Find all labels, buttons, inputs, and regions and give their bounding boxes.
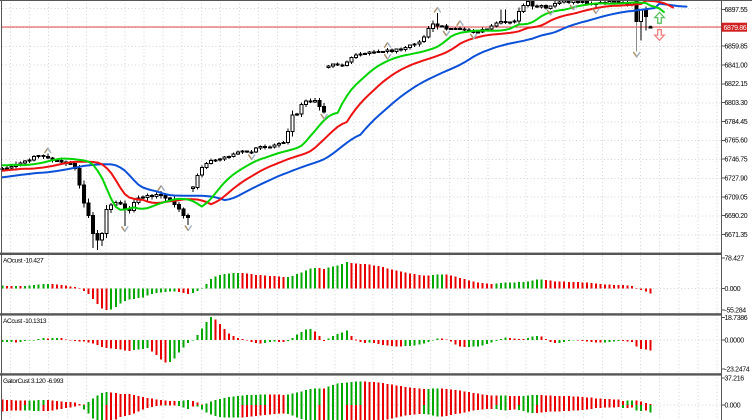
svg-text:AOcust -10.427: AOcust -10.427 <box>3 258 44 265</box>
svg-text:6709.05: 6709.05 <box>725 194 748 201</box>
svg-text:6822.15: 6822.15 <box>725 81 748 88</box>
svg-text:GatorCust 3.120 -6.993: GatorCust 3.120 -6.993 <box>3 378 64 385</box>
svg-text:6879.86: 6879.86 <box>724 25 747 32</box>
svg-text:18.7386: 18.7386 <box>725 315 748 322</box>
svg-text:ACcust -10.1313: ACcust -10.1313 <box>3 318 47 325</box>
svg-text:6803.30: 6803.30 <box>725 100 748 107</box>
svg-text:6671.35: 6671.35 <box>725 232 748 239</box>
svg-text:0.000: 0.000 <box>725 286 741 293</box>
svg-text:6765.60: 6765.60 <box>725 138 748 145</box>
svg-text:6690.20: 6690.20 <box>725 213 748 220</box>
svg-text:6897.55: 6897.55 <box>725 7 748 14</box>
svg-text:6746.75: 6746.75 <box>725 157 748 164</box>
svg-text:-23.2474: -23.2474 <box>725 366 750 373</box>
svg-text:6727.90: 6727.90 <box>725 175 748 182</box>
svg-text:37.216: 37.216 <box>725 375 745 382</box>
svg-text:-55.284: -55.284 <box>725 307 747 314</box>
svg-text:0.0000: 0.0000 <box>725 337 745 344</box>
svg-text:78.427: 78.427 <box>725 255 745 262</box>
svg-text:6859.85: 6859.85 <box>725 43 748 50</box>
svg-text:0.000: 0.000 <box>725 402 741 409</box>
svg-text:6841.00: 6841.00 <box>725 62 748 69</box>
svg-text:6784.45: 6784.45 <box>725 119 748 126</box>
